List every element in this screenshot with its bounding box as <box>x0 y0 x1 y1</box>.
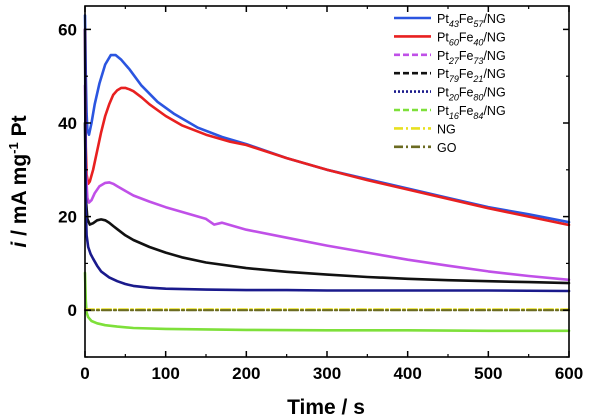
legend-label-2: Pt27Fe73/NG <box>437 49 506 66</box>
series-line-1 <box>83 28 571 227</box>
y-tick-label: 0 <box>68 301 77 320</box>
series-line-4 <box>83 28 571 293</box>
y-tick-label: 60 <box>58 20 77 39</box>
x-axis-title: Time / s <box>287 396 365 419</box>
x-tick-label: 200 <box>232 364 260 383</box>
axes-layer: 0 100 200 300 400 500 600 0 20 40 60 <box>58 5 583 383</box>
legend-label-6: NG <box>437 122 456 136</box>
legend-label-0: Pt43Fe57/NG <box>437 12 506 29</box>
legend-label-1: Pt60Fe40/NG <box>437 30 506 47</box>
series-layer <box>83 14 571 333</box>
x-tick-label: 600 <box>555 364 583 383</box>
y-tick-label: 20 <box>58 208 77 227</box>
x-tick-label: 300 <box>313 364 341 383</box>
x-tick-label: 100 <box>151 364 179 383</box>
y-tick-label: 40 <box>58 114 77 133</box>
y-axis-title-text: i / mA mg-1 Pt <box>6 115 31 247</box>
legend-label-4: Pt20Fe80/NG <box>437 86 506 103</box>
x-tick-label: 0 <box>80 364 89 383</box>
series-line-5 <box>83 271 571 333</box>
x-tick-label: 500 <box>474 364 502 383</box>
legend-label-7: GO <box>437 141 457 155</box>
x-tick-label: 400 <box>393 364 421 383</box>
legend-label-3: Pt79Fe21/NG <box>437 67 506 84</box>
series-line-2 <box>83 84 571 282</box>
series-line-3 <box>83 121 571 285</box>
y-axis-title: i / mA mg-1 Pt <box>6 115 31 247</box>
legend-label-5: Pt16Fe84/NG <box>437 104 506 121</box>
